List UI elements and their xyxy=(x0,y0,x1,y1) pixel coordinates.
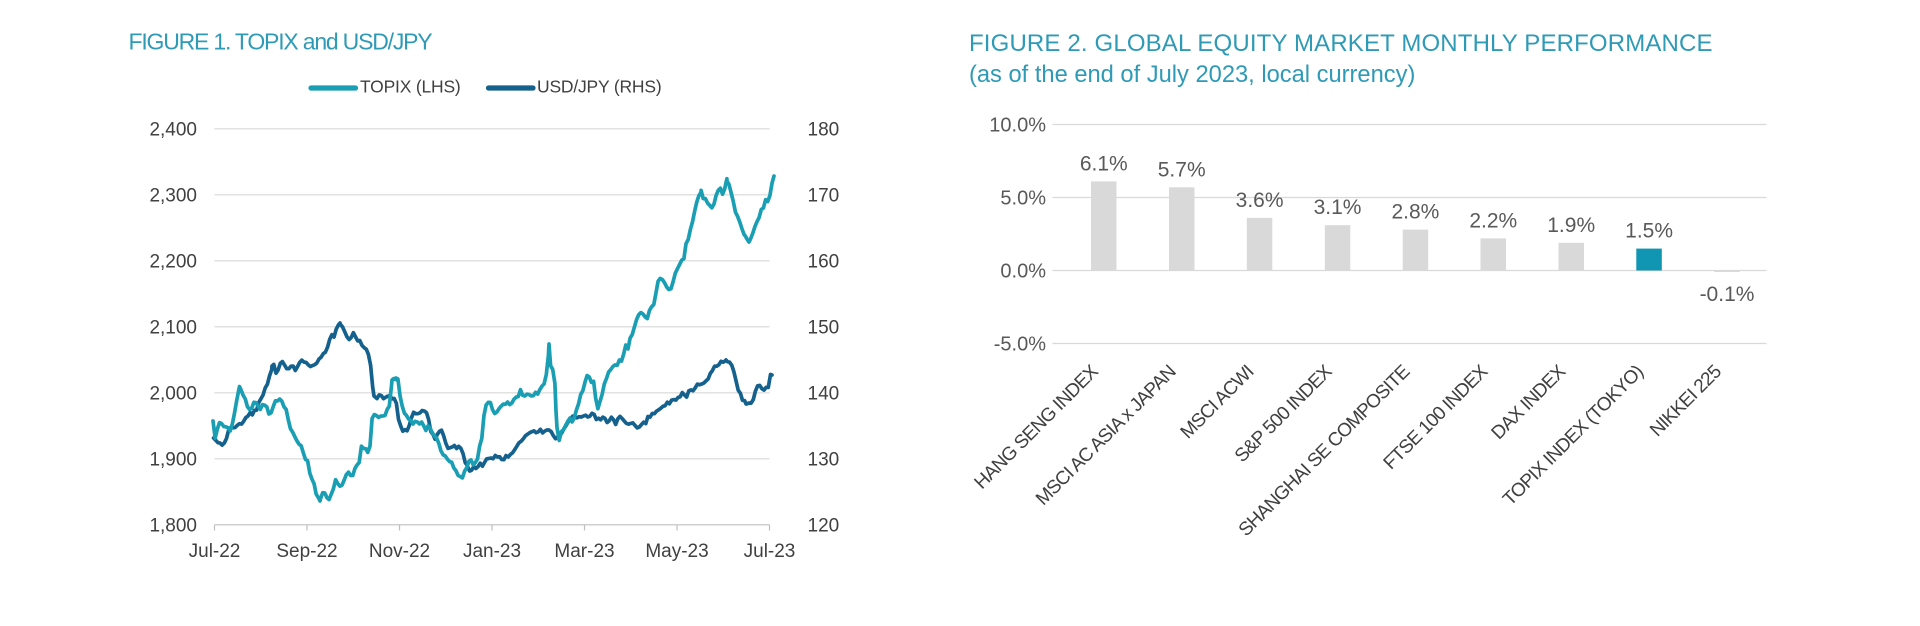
svg-text:6.1%: 6.1% xyxy=(1080,152,1128,175)
svg-text:5.0%: 5.0% xyxy=(1000,188,1046,210)
svg-text:3.1%: 3.1% xyxy=(1314,196,1362,219)
svg-text:Jul-22: Jul-22 xyxy=(189,541,241,562)
svg-text:DAX INDEX: DAX INDEX xyxy=(1488,361,1571,444)
svg-text:120: 120 xyxy=(808,515,840,536)
svg-text:Sep-22: Sep-22 xyxy=(276,541,337,562)
svg-text:5.7%: 5.7% xyxy=(1158,158,1206,181)
svg-text:2,200: 2,200 xyxy=(149,251,197,272)
svg-text:150: 150 xyxy=(808,317,840,338)
svg-text:Jan-23: Jan-23 xyxy=(463,541,521,562)
svg-text:130: 130 xyxy=(808,449,840,470)
svg-text:160: 160 xyxy=(808,251,840,272)
svg-text:0.0%: 0.0% xyxy=(1000,261,1046,283)
svg-text:Mar-23: Mar-23 xyxy=(554,541,614,562)
svg-text:1,800: 1,800 xyxy=(149,515,197,536)
svg-text:HANG SENG INDEX: HANG SENG INDEX xyxy=(971,361,1104,494)
svg-text:2,400: 2,400 xyxy=(149,119,197,140)
svg-text:2.8%: 2.8% xyxy=(1391,201,1439,224)
svg-text:TOPIX (LHS): TOPIX (LHS) xyxy=(360,77,461,97)
svg-text:MSCI AC ASIA x JAPAN: MSCI AC ASIA x JAPAN xyxy=(1032,362,1180,510)
svg-text:NIKKEI 225: NIKKEI 225 xyxy=(1646,362,1726,442)
svg-text:FIGURE 2. GLOBAL EQUITY MARKET: FIGURE 2. GLOBAL EQUITY MARKET MONTHLY P… xyxy=(969,30,1713,57)
svg-text:-5.0%: -5.0% xyxy=(994,334,1046,356)
svg-text:1.5%: 1.5% xyxy=(1625,220,1673,243)
svg-text:2,300: 2,300 xyxy=(149,185,197,206)
svg-text:USD/JPY (RHS): USD/JPY (RHS) xyxy=(537,77,661,97)
svg-text:2.2%: 2.2% xyxy=(1469,209,1517,232)
svg-text:10.0%: 10.0% xyxy=(989,115,1046,137)
svg-text:2,000: 2,000 xyxy=(149,383,197,404)
svg-text:Nov-22: Nov-22 xyxy=(369,541,430,562)
svg-text:May-23: May-23 xyxy=(645,541,708,562)
svg-text:1,900: 1,900 xyxy=(149,449,197,470)
svg-text:1.9%: 1.9% xyxy=(1547,214,1595,237)
svg-text:3.6%: 3.6% xyxy=(1236,189,1284,212)
svg-text:FIGURE 1. TOPIX and USD/JPY: FIGURE 1. TOPIX and USD/JPY xyxy=(129,29,433,55)
svg-text:2,100: 2,100 xyxy=(149,317,197,338)
svg-text:(as of the end of July 2023, l: (as of the end of July 2023, local curre… xyxy=(969,62,1415,88)
svg-text:170: 170 xyxy=(808,185,840,206)
svg-text:MSCI ACWI: MSCI ACWI xyxy=(1177,362,1258,443)
svg-text:Jul-23: Jul-23 xyxy=(744,541,796,562)
svg-text:-0.1%: -0.1% xyxy=(1700,283,1755,306)
svg-text:TOPIX INDEX (TOKYO): TOPIX INDEX (TOKYO) xyxy=(1499,361,1648,510)
svg-text:180: 180 xyxy=(808,119,840,140)
svg-text:140: 140 xyxy=(808,383,840,404)
